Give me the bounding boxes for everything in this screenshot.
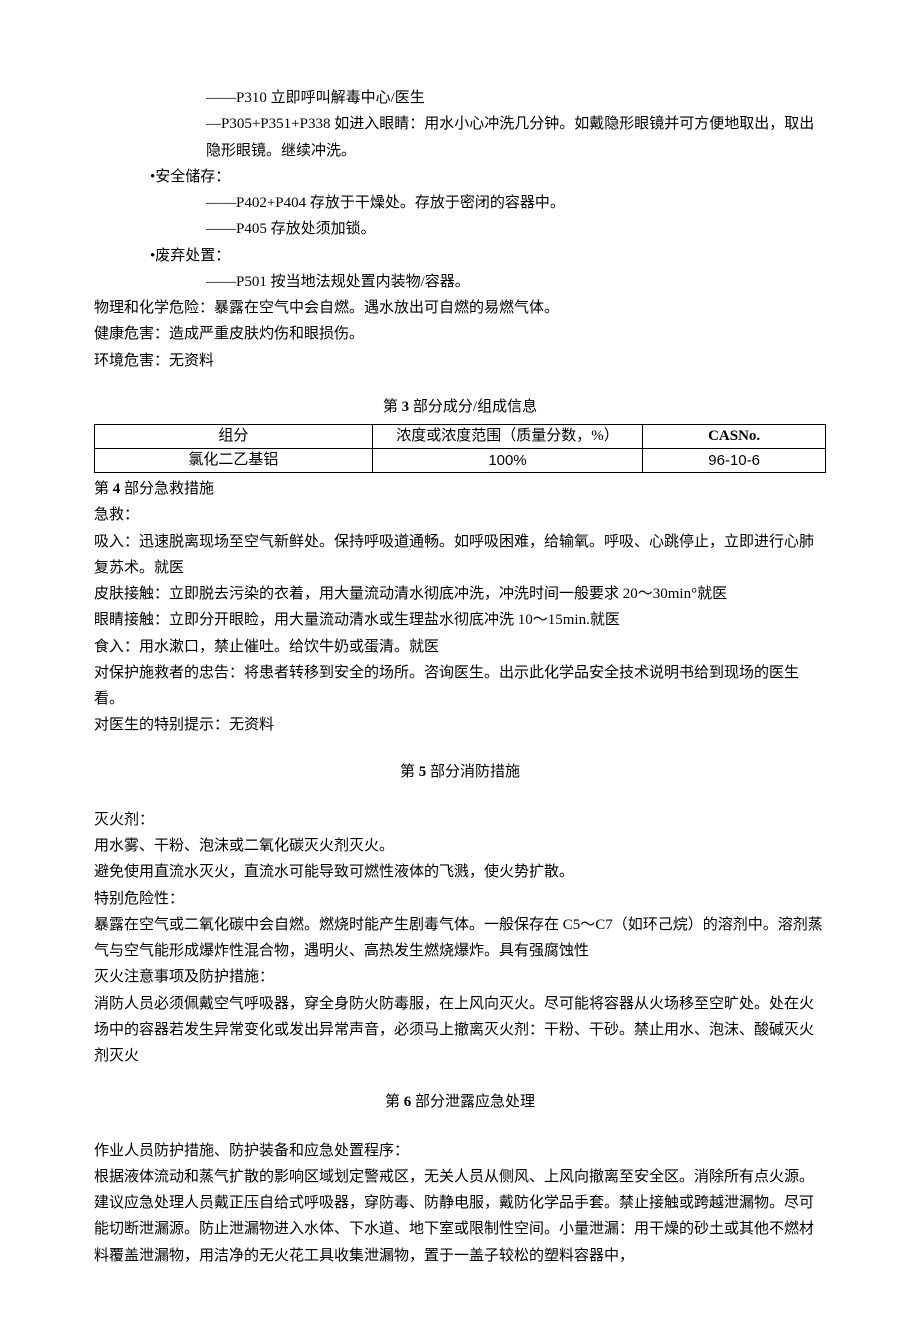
s4-l4: 眼睛接触：立即分开眼睑，用大量流动清水或生理盐水彻底冲洗 10～15min.就医	[94, 607, 826, 633]
cell-cas: 96-10-6	[643, 449, 826, 473]
s5-l5: 暴露在空气或二氧化碳中会自燃。燃烧时能产生剧毒气体。一般保存在 C5～C7（如环…	[94, 912, 826, 965]
p310: ——P310 立即呼叫解毒中心/医生	[94, 85, 826, 111]
s4-l6: 对保护施救者的忠告：将患者转移到安全的场所。咨询医生。出示此化学品安全技术说明书…	[94, 660, 826, 713]
p305: —P305+P351+P338 如进入眼睛：用水小心冲洗几分钟。如戴隐形眼镜并可…	[94, 111, 826, 164]
s6-l1: 作业人员防护措施、防护装备和应急处置程序：	[94, 1138, 826, 1164]
cell-name: 氯化二乙基铝	[95, 449, 373, 473]
s5-l1: 灭火剂：	[94, 807, 826, 833]
s4-l3: 皮肤接触：立即脱去污染的衣着，用大量流动清水彻底冲洗，冲洗时间一般要求 20～3…	[94, 581, 826, 607]
section-4-title: 第 4 部分急救措施	[94, 476, 826, 502]
section-3-title: 第 3 部分成分/组成信息	[94, 394, 826, 420]
p402: ——P402+P404 存放于干燥处。存放于密闭的容器中。	[94, 190, 826, 216]
table-row: 氯化二乙基铝 100% 96-10-6	[95, 449, 826, 473]
col-concentration: 浓度或浓度范围（质量分数，%）	[372, 425, 642, 449]
s5-l6: 灭火注意事项及防护措施：	[94, 964, 826, 990]
table-header-row: 组分 浓度或浓度范围（质量分数，%） CASNo.	[95, 425, 826, 449]
col-cas: CASNo.	[643, 425, 826, 449]
cell-conc: 100%	[372, 449, 642, 473]
col-component: 组分	[95, 425, 373, 449]
physical-hazard: 物理和化学危险：暴露在空气中会自燃。遇水放出可自燃的易燃气体。	[94, 295, 826, 321]
section-5-title: 第 5 部分消防措施	[94, 759, 826, 785]
env-hazard: 环境危害：无资料	[94, 348, 826, 374]
s4-l7: 对医生的特别提示：无资料	[94, 712, 826, 738]
health-hazard: 健康危害：造成严重皮肤灼伤和眼损伤。	[94, 321, 826, 347]
composition-table: 组分 浓度或浓度范围（质量分数，%） CASNo. 氯化二乙基铝 100% 96…	[94, 424, 826, 473]
section-6-title: 第 6 部分泄露应急处理	[94, 1089, 826, 1115]
s5-l2: 用水雾、干粉、泡沫或二氧化碳灭火剂灭火。	[94, 833, 826, 859]
s5-l4: 特别危险性：	[94, 886, 826, 912]
disposal-label: •废弃处置：	[94, 243, 826, 269]
s4-l5: 食入：用水漱口，禁止催吐。给饮牛奶或蛋清。就医	[94, 634, 826, 660]
s5-l3: 避免使用直流水灭火，直流水可能导致可燃性液体的飞溅，使火势扩散。	[94, 859, 826, 885]
p501: ——P501 按当地法规处置内装物/容器。	[94, 269, 826, 295]
storage-label: •安全储存：	[94, 164, 826, 190]
s4-l1: 急救：	[94, 502, 826, 528]
p405: ——P405 存放处须加锁。	[94, 216, 826, 242]
s6-l2: 根据液体流动和蒸气扩散的影响区域划定警戒区，无关人员从侧风、上风向撤离至安全区。…	[94, 1164, 826, 1269]
s4-l2: 吸入：迅速脱离现场至空气新鲜处。保持呼吸道通畅。如呼吸困难，给输氧。呼吸、心跳停…	[94, 529, 826, 582]
s5-l7: 消防人员必须佩戴空气呼吸器，穿全身防火防毒服，在上风向灭火。尽可能将容器从火场移…	[94, 991, 826, 1070]
